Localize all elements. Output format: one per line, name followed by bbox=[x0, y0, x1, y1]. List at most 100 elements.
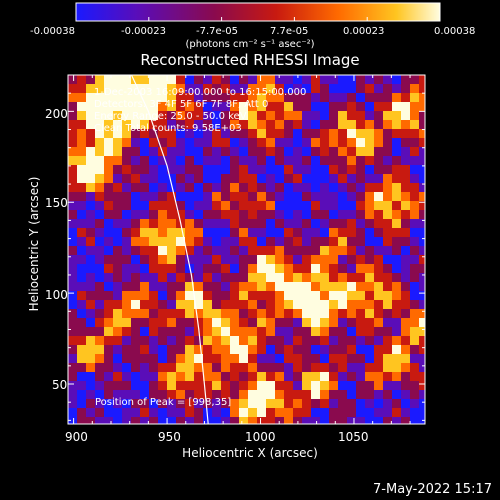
heatmap-cell bbox=[266, 192, 276, 202]
heatmap-cell bbox=[275, 417, 285, 424]
heatmap-cell bbox=[266, 363, 276, 373]
solar-limb-curve bbox=[130, 75, 209, 424]
heatmap-cell bbox=[266, 75, 276, 85]
heatmap-cell bbox=[149, 273, 159, 283]
heatmap-cell bbox=[320, 192, 330, 202]
y-tick-label: 50 bbox=[52, 378, 68, 392]
heatmap-cell bbox=[230, 129, 240, 139]
heatmap-cell bbox=[239, 381, 249, 391]
heatmap-cell bbox=[365, 300, 375, 310]
heatmap-cell bbox=[167, 201, 177, 211]
heatmap-cell bbox=[347, 246, 357, 256]
heatmap-cell bbox=[275, 300, 285, 310]
heatmap-cell bbox=[293, 390, 303, 400]
heatmap-cell bbox=[212, 291, 222, 301]
heatmap-cell bbox=[401, 273, 411, 283]
heatmap-cell bbox=[212, 210, 222, 220]
heatmap-cell bbox=[86, 246, 96, 256]
heatmap-cell bbox=[212, 327, 222, 337]
heatmap-cell bbox=[176, 93, 186, 103]
heatmap-cell bbox=[113, 345, 123, 355]
heatmap-cell bbox=[149, 129, 159, 139]
heatmap-cell bbox=[275, 75, 285, 85]
heatmap-cell bbox=[149, 264, 159, 274]
heatmap-cell bbox=[230, 111, 240, 121]
heatmap-cell bbox=[284, 282, 294, 292]
heatmap-cell bbox=[356, 102, 366, 112]
heatmap-cell bbox=[203, 75, 213, 85]
heatmap-cell bbox=[212, 111, 222, 121]
heatmap-cell bbox=[419, 372, 425, 382]
heatmap-cell bbox=[320, 246, 330, 256]
heatmap-cell bbox=[257, 390, 267, 400]
heatmap-cell bbox=[203, 84, 213, 94]
heatmap-cell bbox=[329, 336, 339, 346]
heatmap-cell bbox=[302, 381, 312, 391]
heatmap-cell bbox=[302, 399, 312, 409]
heatmap-cell bbox=[86, 291, 96, 301]
heatmap-cell bbox=[86, 399, 96, 409]
heatmap-cell bbox=[302, 291, 312, 301]
heatmap-cell bbox=[302, 129, 312, 139]
heatmap-cell bbox=[329, 174, 339, 184]
heatmap-cell bbox=[104, 147, 114, 157]
heatmap-cell bbox=[149, 417, 159, 424]
heatmap-cell bbox=[212, 300, 222, 310]
heatmap-cell bbox=[410, 318, 420, 328]
heatmap-cell bbox=[293, 102, 303, 112]
heatmap-cell bbox=[338, 93, 348, 103]
heatmap-cell bbox=[401, 129, 411, 139]
heatmap-cell bbox=[311, 219, 321, 229]
heatmap-cell bbox=[365, 183, 375, 193]
heatmap-cell bbox=[383, 399, 393, 409]
heatmap-cell bbox=[221, 390, 231, 400]
heatmap-cell bbox=[149, 408, 159, 418]
heatmap-cell bbox=[113, 183, 123, 193]
heatmap-cell bbox=[194, 210, 204, 220]
heatmap-cell bbox=[77, 336, 87, 346]
heatmap-cell bbox=[302, 273, 312, 283]
heatmap-cell bbox=[176, 255, 186, 265]
heatmap-cell bbox=[95, 183, 105, 193]
heatmap-cell bbox=[419, 192, 425, 202]
heatmap-cell bbox=[104, 372, 114, 382]
heatmap-cell bbox=[158, 318, 168, 328]
heatmap-cell bbox=[410, 156, 420, 166]
heatmap-cell bbox=[302, 336, 312, 346]
heatmap-cell bbox=[320, 237, 330, 247]
colorbar-tick-label: -0.00038 bbox=[30, 26, 75, 37]
heatmap-cell bbox=[347, 111, 357, 121]
heatmap-cell bbox=[392, 75, 402, 85]
heatmap-cell bbox=[275, 102, 285, 112]
heatmap-cell bbox=[131, 336, 141, 346]
heatmap-cell bbox=[293, 183, 303, 193]
heatmap-cell bbox=[158, 210, 168, 220]
heatmap-cell bbox=[77, 255, 87, 265]
heatmap-cell bbox=[293, 291, 303, 301]
heatmap-cell bbox=[392, 156, 402, 166]
heatmap-cell bbox=[185, 345, 195, 355]
heatmap-cell bbox=[347, 291, 357, 301]
heatmap-cell bbox=[95, 309, 105, 319]
heatmap-cell bbox=[275, 264, 285, 274]
heatmap-cell bbox=[149, 93, 159, 103]
heatmap-cell bbox=[329, 165, 339, 175]
heatmap-cell bbox=[320, 201, 330, 211]
heatmap-cell bbox=[356, 273, 366, 283]
heatmap-cell bbox=[383, 174, 393, 184]
footer-timestamp: 7-May-2022 15:17 bbox=[373, 482, 492, 497]
heatmap-cell bbox=[320, 417, 330, 424]
heatmap-cell bbox=[329, 183, 339, 193]
heatmap-cell bbox=[311, 264, 321, 274]
heatmap-cell bbox=[275, 201, 285, 211]
heatmap-cell bbox=[77, 138, 87, 148]
heatmap-cell bbox=[95, 318, 105, 328]
heatmap-cell bbox=[221, 138, 231, 148]
heatmap-cell bbox=[320, 111, 330, 121]
heatmap-cell bbox=[401, 201, 411, 211]
heatmap-cell bbox=[329, 192, 339, 202]
heatmap-cell bbox=[284, 399, 294, 409]
heatmap-cell bbox=[113, 192, 123, 202]
heatmap-cell bbox=[392, 282, 402, 292]
